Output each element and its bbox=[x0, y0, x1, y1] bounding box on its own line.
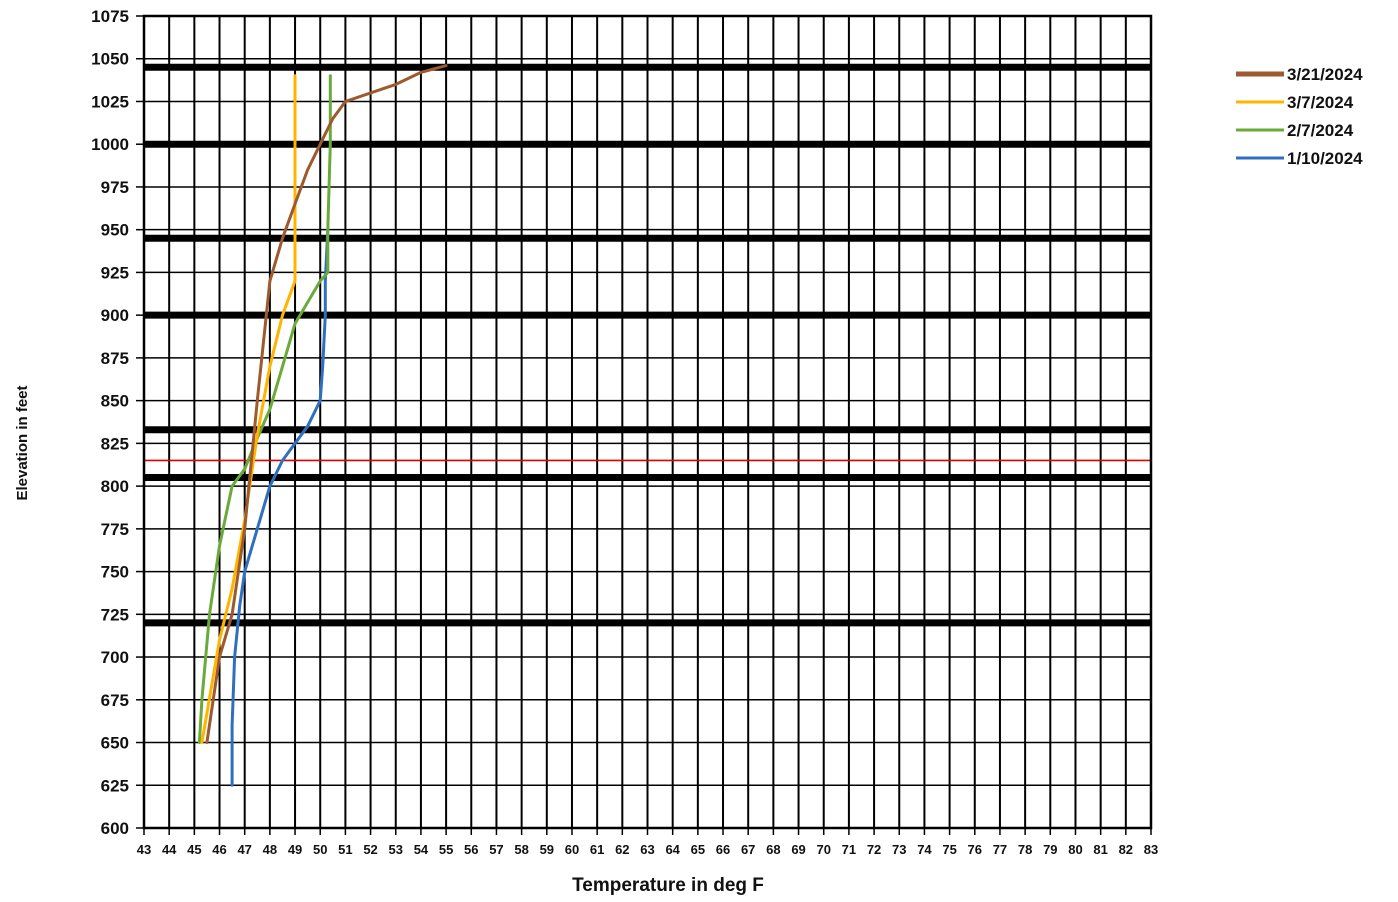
x-tick-label: 58 bbox=[514, 842, 528, 857]
x-tick-label: 66 bbox=[716, 842, 730, 857]
y-tick-label: 650 bbox=[101, 734, 129, 753]
y-tick-label: 800 bbox=[101, 477, 129, 496]
x-tick-label: 62 bbox=[615, 842, 629, 857]
y-tick-label: 1075 bbox=[91, 7, 129, 26]
x-tick-label: 83 bbox=[1144, 842, 1158, 857]
legend: 3/21/2024 3/7/2024 2/7/2024 1/10/2024 bbox=[1236, 65, 1363, 168]
x-tick-label: 73 bbox=[892, 842, 906, 857]
y-tick-label: 700 bbox=[101, 648, 129, 667]
y-tick-label: 750 bbox=[101, 563, 129, 582]
x-tick-label: 50 bbox=[313, 842, 327, 857]
y-tick-label: 600 bbox=[101, 819, 129, 838]
y-tick-label: 975 bbox=[101, 178, 129, 197]
x-tick-label: 60 bbox=[565, 842, 579, 857]
y-tick-label: 950 bbox=[101, 221, 129, 240]
y-tick-label: 775 bbox=[101, 520, 129, 539]
x-tick-label: 59 bbox=[540, 842, 554, 857]
x-tick-label: 71 bbox=[842, 842, 856, 857]
x-tick-label: 64 bbox=[665, 842, 680, 857]
x-tick-label: 43 bbox=[137, 842, 151, 857]
x-tick-label: 55 bbox=[439, 842, 453, 857]
y-tick-label: 850 bbox=[101, 392, 129, 411]
series-line-3-21-2024 bbox=[205, 64, 448, 744]
x-tick-label: 53 bbox=[389, 842, 403, 857]
x-tick-label: 65 bbox=[691, 842, 705, 857]
x-tick-label: 78 bbox=[1018, 842, 1032, 857]
y-tick-label: 825 bbox=[101, 434, 129, 453]
legend-entry: 3/7/2024 bbox=[1287, 93, 1354, 112]
y-axis-title: Elevation in feet bbox=[14, 385, 31, 500]
series-line-1-10-2024 bbox=[230, 228, 330, 787]
x-tick-label: 70 bbox=[816, 842, 830, 857]
x-tick-label: 49 bbox=[288, 842, 302, 857]
x-tick-label: 56 bbox=[464, 842, 478, 857]
legend-entry: 3/21/2024 bbox=[1287, 65, 1363, 84]
x-tick-label: 52 bbox=[363, 842, 377, 857]
x-tick-label: 44 bbox=[162, 842, 177, 857]
x-tick-label: 76 bbox=[968, 842, 982, 857]
legend-entry: 1/10/2024 bbox=[1287, 149, 1363, 168]
y-tick-label: 725 bbox=[101, 605, 129, 624]
x-tick-label: 79 bbox=[1043, 842, 1057, 857]
x-tick-label: 82 bbox=[1119, 842, 1133, 857]
x-tick-label: 75 bbox=[942, 842, 956, 857]
x-tick-label: 51 bbox=[338, 842, 352, 857]
y-tick-label: 875 bbox=[101, 349, 129, 368]
x-tick-label: 74 bbox=[917, 842, 932, 857]
x-tick-label: 54 bbox=[414, 842, 429, 857]
x-tick-label: 61 bbox=[590, 842, 604, 857]
x-axis-title: Temperature in deg F bbox=[572, 875, 764, 896]
y-tick-label: 1050 bbox=[91, 50, 129, 69]
x-tick-label: 63 bbox=[640, 842, 654, 857]
x-tick-label: 45 bbox=[187, 842, 201, 857]
y-tick-label: 625 bbox=[101, 776, 129, 795]
x-tick-label: 47 bbox=[237, 842, 251, 857]
series-line-2-7-2024 bbox=[197, 74, 332, 744]
x-tick-label: 46 bbox=[212, 842, 226, 857]
y-tick-label: 1000 bbox=[91, 135, 129, 154]
y-tick-label: 1025 bbox=[91, 92, 129, 111]
y-tick-label: 675 bbox=[101, 691, 129, 710]
x-tick-label: 67 bbox=[741, 842, 755, 857]
x-tick-label: 57 bbox=[489, 842, 503, 857]
x-tick-label: 77 bbox=[993, 842, 1007, 857]
x-tick-label: 81 bbox=[1093, 842, 1107, 857]
x-tick-label: 69 bbox=[791, 842, 805, 857]
x-tick-label: 72 bbox=[867, 842, 881, 857]
y-tick-label: 900 bbox=[101, 306, 129, 325]
legend-entry: 2/7/2024 bbox=[1287, 121, 1354, 140]
y-tick-label: 925 bbox=[101, 263, 129, 282]
x-tick-label: 48 bbox=[263, 842, 277, 857]
series-line-3-7-2024 bbox=[200, 74, 297, 744]
x-tick-label: 68 bbox=[766, 842, 780, 857]
x-tick-label: 80 bbox=[1068, 842, 1082, 857]
